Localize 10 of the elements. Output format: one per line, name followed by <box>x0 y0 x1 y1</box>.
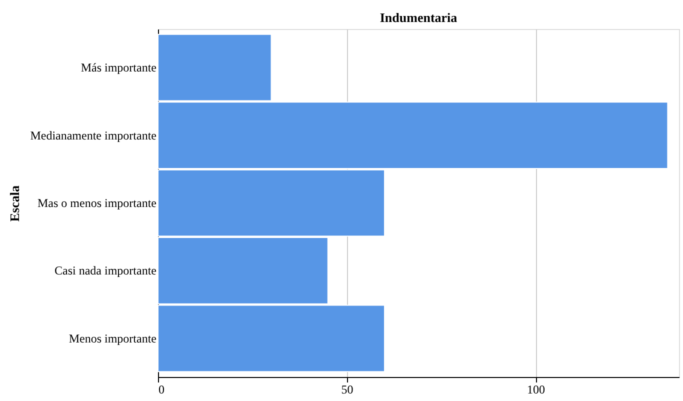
y-tick-label: Más importante <box>80 60 156 75</box>
chart-title: Indumentaria <box>380 10 458 25</box>
y-tick-label: Medianamente importante <box>30 128 156 142</box>
y-tick-label: Casi nada importante <box>54 264 156 278</box>
x-tick-label: 0 <box>158 382 164 396</box>
x-tick-label: 50 <box>341 382 354 396</box>
y-axis-title: Escala <box>7 184 22 222</box>
y-tick-label: Mas o menos importante <box>38 196 156 210</box>
x-tick-label: 100 <box>527 382 546 396</box>
y-tick-label: Menos importante <box>68 331 156 346</box>
